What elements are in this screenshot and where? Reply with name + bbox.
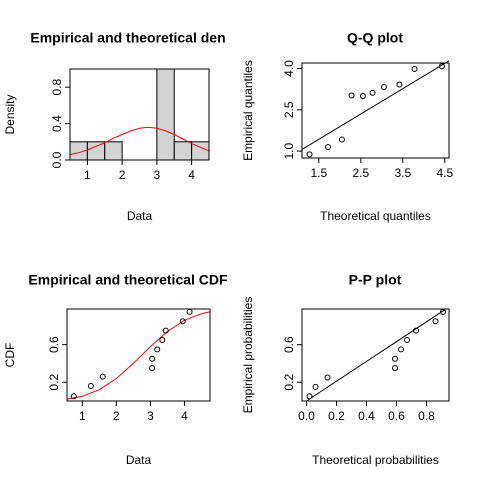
- x-tick-label-0: 0.0: [298, 409, 315, 423]
- plot-frame: [69, 68, 210, 161]
- x-tick-label-0: 1: [84, 168, 91, 182]
- y-tick-label-0: 0.2: [47, 374, 61, 391]
- data-point-9: [438, 63, 445, 70]
- y-tick-label-2: 4.0: [282, 60, 296, 77]
- x-tick-label-3: 0.6: [388, 409, 405, 423]
- data-point-1: [325, 143, 332, 150]
- chart-title: Empirical and theoretical CDF: [28, 272, 228, 288]
- data-point-1: [312, 383, 319, 390]
- y-axis-label: CDF: [3, 343, 17, 368]
- data-point-3: [348, 92, 355, 99]
- data-point-0: [306, 393, 313, 400]
- y-tick-label-0: 0.2: [282, 374, 296, 391]
- data-point-0: [70, 393, 77, 400]
- y-axis-label: Empirical probabilities: [241, 297, 255, 414]
- plot-frame: [66, 308, 211, 402]
- x-tick-label-3: 4: [188, 168, 195, 182]
- x-tick-label-1: 0.2: [328, 409, 345, 423]
- chart-title: Q-Q plot: [347, 30, 403, 46]
- chart-title: P-P plot: [349, 272, 402, 288]
- x-axis-label: Theoretical probabilities: [312, 453, 439, 467]
- data-point-7: [413, 327, 419, 334]
- x-tick-label-3: 4.5: [436, 166, 453, 180]
- data-point-1: [87, 382, 94, 389]
- x-tick-label-2: 0.4: [358, 409, 375, 423]
- y-tick-label-1: 0.6: [282, 336, 296, 353]
- x-tick-label-1: 2.5: [352, 166, 369, 180]
- y-tick-label-0: 1.0: [282, 142, 296, 159]
- plot-frame: [301, 62, 450, 159]
- data-point-3: [392, 365, 398, 372]
- histogram-bar-1: [86, 141, 106, 161]
- y-tick-label-2: 0.8: [50, 79, 64, 96]
- panel-qq: [297, 60, 450, 163]
- chart-title: Empirical and theoretical den: [30, 30, 225, 46]
- histogram-bar-5: [156, 68, 175, 161]
- histogram-bar-2: [104, 141, 123, 161]
- data-point-8: [411, 66, 418, 73]
- x-tick-label-3: 4: [181, 409, 188, 423]
- y-tick-label-0: 0.0: [50, 151, 64, 168]
- y-axis-label: Density: [3, 94, 17, 134]
- data-point-5: [369, 89, 376, 96]
- data-point-7: [162, 327, 169, 334]
- data-point-4: [392, 355, 398, 362]
- y-tick-label-1: 0.6: [47, 336, 61, 353]
- data-point-8: [432, 318, 439, 325]
- y-tick-label-1: 2.5: [282, 101, 296, 118]
- x-tick-label-1: 2: [113, 409, 120, 423]
- y-axis-label: Empirical quantiles: [241, 60, 255, 161]
- x-tick-label-2: 3.5: [394, 166, 411, 180]
- data-point-3: [149, 365, 156, 372]
- data-point-9: [186, 308, 193, 315]
- data-point-8: [179, 318, 186, 325]
- data-point-6: [159, 336, 166, 343]
- x-tick-label-2: 3: [147, 409, 154, 423]
- x-axis-label: Theoretical quantiles: [320, 209, 431, 223]
- data-point-0: [306, 151, 313, 158]
- data-point-2: [338, 136, 345, 143]
- data-point-2: [324, 374, 331, 381]
- data-point-4: [359, 93, 366, 100]
- x-tick-label-2: 3: [154, 168, 161, 182]
- x-axis-label: Data: [126, 453, 152, 467]
- data-point-5: [154, 346, 161, 353]
- data-point-4: [149, 355, 156, 362]
- x-tick-label-1: 2: [119, 168, 126, 182]
- x-tick-label-4: 0.8: [418, 409, 435, 423]
- data-point-6: [380, 83, 387, 90]
- x-tick-label-0: 1.5: [310, 166, 327, 180]
- data-point-6: [404, 336, 410, 343]
- y-tick-label-1: 0.4: [50, 115, 64, 132]
- theoretical-curve: [66, 311, 211, 400]
- reference-line: [306, 309, 445, 402]
- x-tick-label-0: 1: [79, 409, 86, 423]
- panel-pp: [297, 308, 450, 406]
- histogram-bar-6: [173, 141, 193, 161]
- plot-frame: [301, 308, 450, 402]
- data-point-7: [396, 81, 403, 88]
- panel-density: [65, 68, 210, 165]
- theoretical-curve: [69, 126, 210, 155]
- data-point-2: [99, 373, 106, 380]
- reference-line: [301, 60, 450, 150]
- panel-cdf: [62, 308, 211, 406]
- data-point-5: [398, 346, 404, 353]
- x-axis-label: Data: [127, 209, 153, 223]
